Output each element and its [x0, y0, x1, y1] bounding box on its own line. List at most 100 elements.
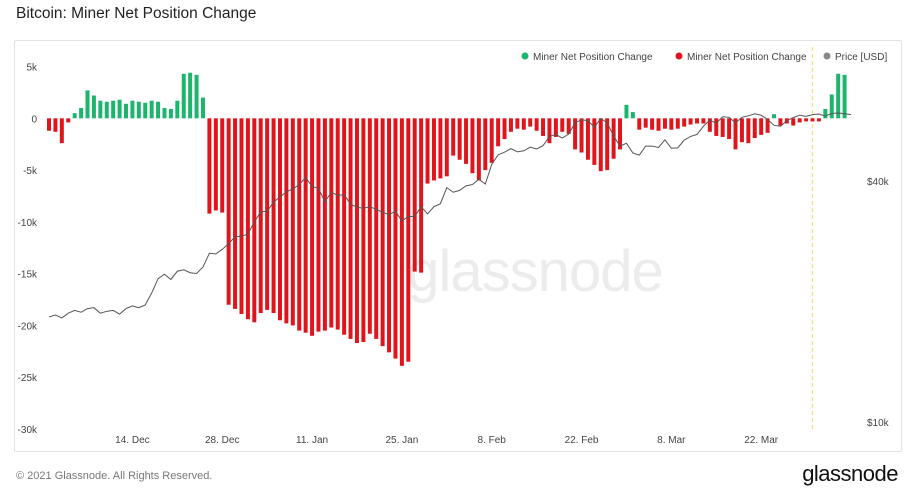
bar[interactable]: [284, 118, 289, 324]
legend-label[interactable]: Miner Net Position Change: [533, 52, 653, 63]
bar[interactable]: [675, 118, 680, 129]
bar[interactable]: [72, 113, 77, 119]
bar[interactable]: [618, 118, 623, 150]
bar[interactable]: [605, 118, 610, 171]
bar[interactable]: [682, 118, 687, 127]
legend-label[interactable]: Price [USD]: [835, 52, 887, 63]
bar[interactable]: [387, 118, 392, 353]
bar[interactable]: [66, 118, 71, 123]
bar[interactable]: [688, 118, 693, 125]
bar[interactable]: [669, 118, 674, 130]
bar[interactable]: [53, 118, 58, 132]
bar[interactable]: [804, 118, 809, 122]
bar[interactable]: [233, 118, 238, 309]
bar[interactable]: [489, 118, 494, 163]
bar[interactable]: [816, 118, 821, 122]
bar[interactable]: [752, 118, 757, 138]
bar[interactable]: [598, 118, 603, 172]
bar[interactable]: [181, 73, 186, 119]
bar[interactable]: [643, 118, 648, 128]
bar[interactable]: [579, 118, 584, 153]
bar[interactable]: [662, 118, 667, 129]
bar[interactable]: [470, 118, 475, 174]
bar[interactable]: [354, 118, 359, 344]
bar[interactable]: [265, 118, 270, 310]
bar[interactable]: [650, 118, 655, 130]
bar[interactable]: [399, 118, 404, 366]
bar[interactable]: [759, 118, 764, 135]
bar[interactable]: [630, 112, 635, 119]
bar[interactable]: [47, 118, 51, 131]
bar[interactable]: [444, 118, 449, 177]
bar[interactable]: [457, 118, 462, 160]
bar[interactable]: [380, 118, 385, 347]
bar[interactable]: [149, 100, 154, 119]
bar[interactable]: [406, 118, 411, 362]
bar[interactable]: [226, 118, 231, 305]
bar[interactable]: [560, 118, 565, 132]
bar[interactable]: [59, 118, 64, 144]
bar[interactable]: [367, 118, 372, 334]
bar[interactable]: [310, 118, 315, 336]
bar[interactable]: [220, 118, 225, 213]
bar[interactable]: [258, 118, 263, 314]
bar[interactable]: [124, 103, 128, 119]
bar[interactable]: [374, 118, 379, 339]
bar[interactable]: [271, 118, 276, 314]
bar[interactable]: [829, 94, 834, 119]
bar[interactable]: [239, 118, 244, 315]
bar[interactable]: [213, 118, 218, 211]
bar[interactable]: [573, 118, 578, 150]
bar[interactable]: [111, 100, 116, 119]
bar[interactable]: [541, 118, 546, 136]
bar[interactable]: [483, 118, 488, 171]
bar[interactable]: [502, 118, 507, 140]
bar[interactable]: [765, 118, 770, 133]
bar[interactable]: [772, 114, 776, 119]
bar[interactable]: [91, 95, 96, 119]
bar[interactable]: [361, 118, 366, 343]
bar[interactable]: [791, 118, 796, 126]
bar[interactable]: [476, 118, 481, 181]
bar[interactable]: [611, 118, 616, 159]
bar[interactable]: [342, 118, 347, 335]
bar[interactable]: [245, 118, 250, 320]
bar[interactable]: [297, 118, 302, 331]
bar[interactable]: [496, 118, 501, 147]
bar[interactable]: [329, 118, 334, 328]
bar[interactable]: [553, 118, 558, 137]
bar[interactable]: [207, 118, 212, 214]
bar[interactable]: [168, 108, 173, 119]
bar[interactable]: [98, 100, 103, 119]
bar[interactable]: [393, 118, 398, 359]
bar[interactable]: [464, 118, 469, 164]
bar[interactable]: [175, 100, 180, 119]
bar[interactable]: [810, 118, 815, 122]
bar[interactable]: [842, 74, 847, 119]
bar[interactable]: [194, 74, 199, 119]
bar[interactable]: [162, 107, 167, 119]
bar[interactable]: [419, 118, 424, 273]
bar[interactable]: [637, 118, 642, 130]
bar[interactable]: [746, 118, 751, 144]
bar[interactable]: [316, 118, 321, 332]
bar[interactable]: [290, 118, 295, 326]
bar[interactable]: [707, 118, 712, 132]
bar[interactable]: [85, 90, 90, 119]
legend-label[interactable]: Miner Net Position Change: [687, 52, 807, 63]
bar[interactable]: [739, 118, 744, 143]
bar[interactable]: [438, 118, 443, 179]
bar[interactable]: [431, 118, 436, 181]
bar[interactable]: [547, 118, 552, 144]
bar[interactable]: [624, 104, 629, 119]
bar[interactable]: [188, 72, 193, 119]
bar[interactable]: [727, 118, 732, 140]
bar[interactable]: [303, 118, 308, 333]
bar[interactable]: [201, 97, 205, 119]
bar[interactable]: [79, 107, 84, 119]
bar[interactable]: [836, 73, 841, 119]
bar[interactable]: [733, 118, 738, 150]
bar[interactable]: [104, 101, 109, 119]
bar[interactable]: [720, 118, 725, 137]
bar[interactable]: [425, 118, 430, 184]
